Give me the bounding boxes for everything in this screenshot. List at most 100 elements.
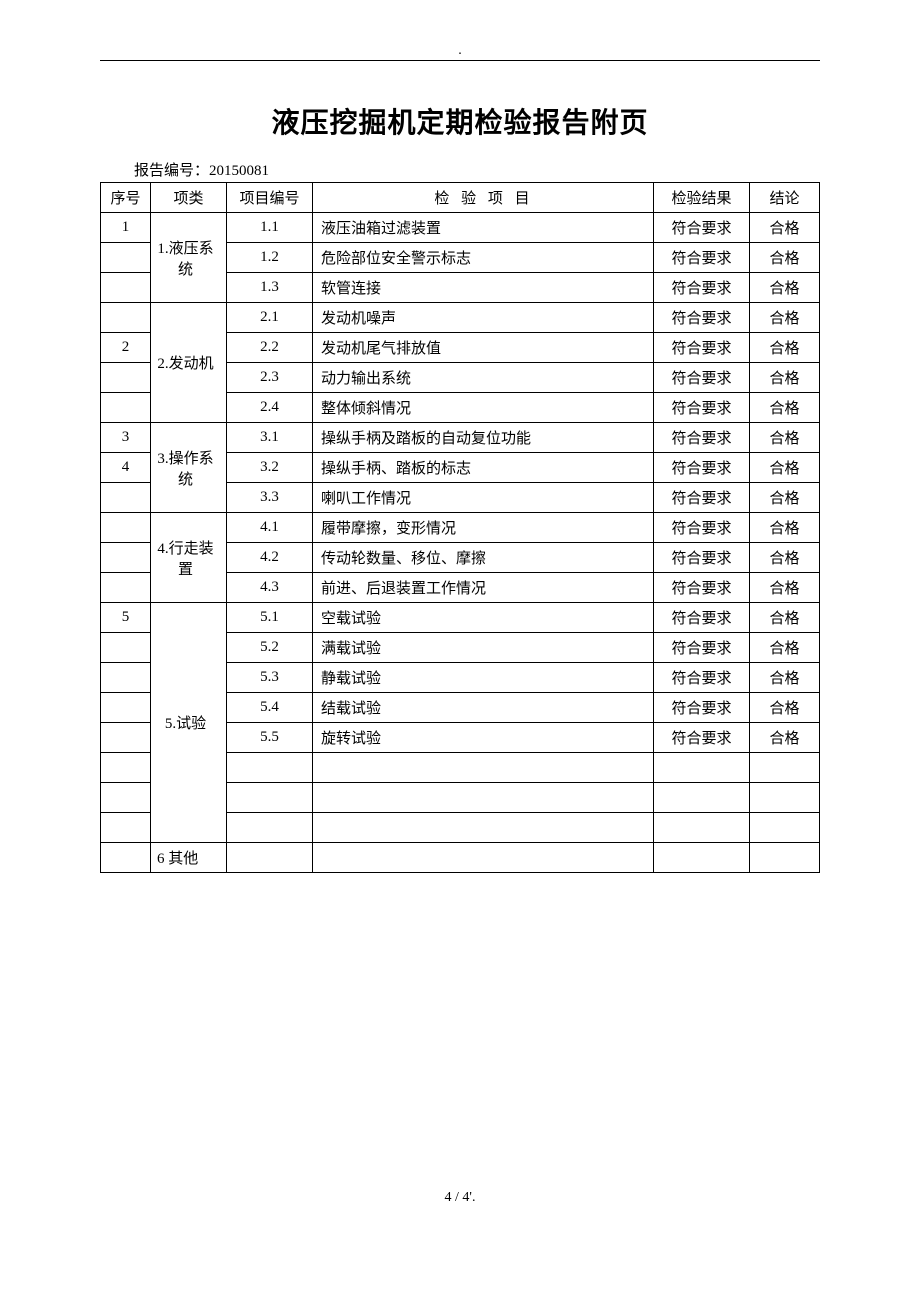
cell-seq: [101, 843, 151, 873]
table-row: 33.操作系统3.1操纵手柄及踏板的自动复位功能符合要求合格: [101, 423, 820, 453]
cell-item: 静载试验: [313, 663, 654, 693]
cell-code: 5.4: [227, 693, 313, 723]
cell-conclusion: 合格: [750, 543, 820, 573]
cell-conclusion: 合格: [750, 573, 820, 603]
header-item: 检 验 项 目: [313, 183, 654, 213]
cell-category: 3.操作系统: [151, 423, 227, 513]
cell-conclusion: [750, 783, 820, 813]
cell-seq: [101, 813, 151, 843]
cell-result: [654, 843, 750, 873]
cell-seq: 2: [101, 333, 151, 363]
cell-conclusion: 合格: [750, 603, 820, 633]
cell-item: [313, 753, 654, 783]
cell-item: 履带摩擦，变形情况: [313, 513, 654, 543]
cell-conclusion: 合格: [750, 513, 820, 543]
cell-result: 符合要求: [654, 483, 750, 513]
cell-code: 5.2: [227, 633, 313, 663]
cell-result: 符合要求: [654, 723, 750, 753]
cell-item: 动力输出系统: [313, 363, 654, 393]
cell-conclusion: 合格: [750, 273, 820, 303]
cell-result: 符合要求: [654, 693, 750, 723]
cell-conclusion: 合格: [750, 483, 820, 513]
inspection-table: 序号 项类 项目编号 检 验 项 目 检验结果 结论 11.液压系统1.1液压油…: [100, 182, 820, 873]
cell-result: [654, 813, 750, 843]
cell-conclusion: 合格: [750, 693, 820, 723]
cell-code: 1.1: [227, 213, 313, 243]
cell-seq: 3: [101, 423, 151, 453]
cell-conclusion: 合格: [750, 303, 820, 333]
cell-code: 4.1: [227, 513, 313, 543]
cell-conclusion: 合格: [750, 423, 820, 453]
cell-result: [654, 753, 750, 783]
cell-code: 3.1: [227, 423, 313, 453]
cell-result: 符合要求: [654, 213, 750, 243]
cell-item: 结载试验: [313, 693, 654, 723]
cell-result: 符合要求: [654, 603, 750, 633]
cell-seq: [101, 723, 151, 753]
cell-seq: [101, 573, 151, 603]
cell-conclusion: 合格: [750, 243, 820, 273]
table-body: 11.液压系统1.1液压油箱过滤装置符合要求合格1.2危险部位安全警示标志符合要…: [101, 213, 820, 873]
cell-item: 整体倾斜情况: [313, 393, 654, 423]
cell-seq: [101, 513, 151, 543]
cell-category: 4.行走装置: [151, 513, 227, 603]
cell-item: 满载试验: [313, 633, 654, 663]
cell-seq: [101, 303, 151, 333]
cell-item: 前进、后退装置工作情况: [313, 573, 654, 603]
page-footer: 4 / 4'.: [0, 1190, 920, 1206]
cell-seq: 1: [101, 213, 151, 243]
cell-result: 符合要求: [654, 303, 750, 333]
cell-code: 3.3: [227, 483, 313, 513]
cell-conclusion: 合格: [750, 333, 820, 363]
page: 液压挖掘机定期检验报告附页 报告编号：20150081 序号 项类 项目编号 检…: [0, 0, 920, 873]
cell-result: 符合要求: [654, 393, 750, 423]
page-title: 液压挖掘机定期检验报告附页: [100, 101, 820, 141]
cell-item: 旋转试验: [313, 723, 654, 753]
cell-item: [313, 843, 654, 873]
cell-item: 空载试验: [313, 603, 654, 633]
cell-code: 5.3: [227, 663, 313, 693]
cell-result: 符合要求: [654, 273, 750, 303]
header-code: 项目编号: [227, 183, 313, 213]
cell-item: 发动机噪声: [313, 303, 654, 333]
cell-conclusion: 合格: [750, 363, 820, 393]
cell-result: 符合要求: [654, 543, 750, 573]
cell-result: [654, 783, 750, 813]
cell-item: [313, 783, 654, 813]
cell-conclusion: 合格: [750, 213, 820, 243]
cell-code: [227, 753, 313, 783]
cell-seq: [101, 273, 151, 303]
cell-code: [227, 783, 313, 813]
cell-conclusion: 合格: [750, 663, 820, 693]
cell-conclusion: 合格: [750, 723, 820, 753]
table-row: 55.试验5.1空载试验符合要求合格: [101, 603, 820, 633]
header-category: 项类: [151, 183, 227, 213]
cell-item: 操纵手柄及踏板的自动复位功能: [313, 423, 654, 453]
report-number: 报告编号：20150081: [134, 159, 820, 180]
cell-code: 2.3: [227, 363, 313, 393]
cell-category: 2.发动机: [151, 303, 227, 423]
cell-item: 传动轮数量、移位、摩擦: [313, 543, 654, 573]
cell-category: 6 其他: [151, 843, 227, 873]
cell-code: 4.3: [227, 573, 313, 603]
cell-result: 符合要求: [654, 633, 750, 663]
cell-code: 2.2: [227, 333, 313, 363]
cell-seq: 4: [101, 453, 151, 483]
cell-code: 3.2: [227, 453, 313, 483]
table-row: 4.行走装置4.1履带摩擦，变形情况符合要求合格: [101, 513, 820, 543]
cell-result: 符合要求: [654, 513, 750, 543]
cell-conclusion: 合格: [750, 393, 820, 423]
report-number-label: 报告编号：: [134, 163, 209, 179]
table-header-row: 序号 项类 项目编号 检 验 项 目 检验结果 结论: [101, 183, 820, 213]
cell-item: 喇叭工作情况: [313, 483, 654, 513]
table-row: 2.发动机2.1发动机噪声符合要求合格: [101, 303, 820, 333]
header-result: 检验结果: [654, 183, 750, 213]
cell-result: 符合要求: [654, 663, 750, 693]
cell-seq: 5: [101, 603, 151, 633]
cell-code: 5.1: [227, 603, 313, 633]
cell-item: 发动机尾气排放值: [313, 333, 654, 363]
cell-seq: [101, 483, 151, 513]
table-row: 11.液压系统1.1液压油箱过滤装置符合要求合格: [101, 213, 820, 243]
cell-conclusion: [750, 813, 820, 843]
cell-conclusion: 合格: [750, 633, 820, 663]
